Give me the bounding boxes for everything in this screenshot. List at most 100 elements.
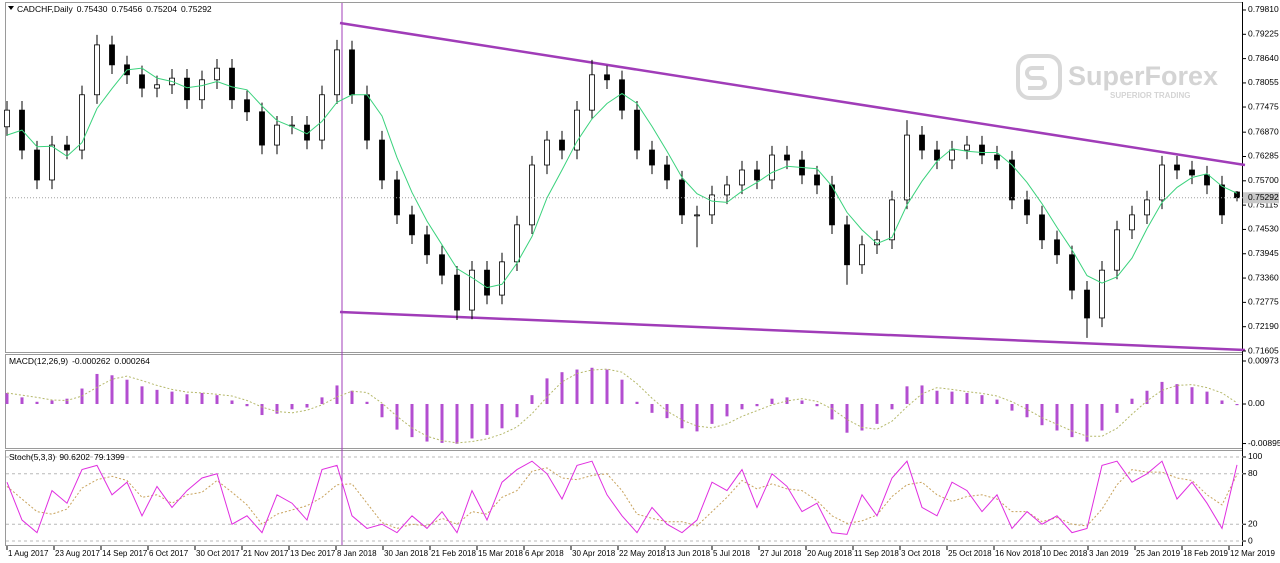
candle-body: [1054, 239, 1060, 256]
macd-bar: [230, 400, 234, 404]
x-tick-label: 20 Aug 2018: [807, 549, 852, 558]
header-value: 79.1399: [94, 452, 125, 462]
header-arrow: [8, 6, 14, 10]
x-tick-label: 6 Apr 2018: [525, 549, 564, 558]
macd-bar: [1130, 398, 1134, 404]
candle-body: [994, 154, 1000, 161]
candle-body: [94, 44, 100, 96]
y-tick-label: -0.00895: [1248, 438, 1280, 448]
macd-bar: [320, 397, 324, 404]
watermark-logo: [1016, 54, 1062, 100]
candle-body: [184, 77, 190, 101]
macd-bar: [1145, 390, 1149, 404]
macd-bar: [1085, 403, 1089, 442]
macd-bar: [1070, 403, 1074, 438]
macd-bar: [965, 392, 969, 404]
candle-body: [34, 149, 40, 181]
candle-body: [199, 79, 205, 101]
macd-bar: [515, 403, 519, 418]
candle-body: [814, 174, 820, 186]
candle-body: [784, 154, 790, 161]
candle-body: [964, 144, 970, 151]
macd-bar: [50, 400, 54, 404]
candle-body: [934, 149, 940, 161]
candle-body: [694, 214, 700, 217]
y-tick-label: 0.71605: [1248, 345, 1279, 355]
candle-body: [1099, 269, 1105, 319]
macd-bar: [410, 403, 414, 438]
macd-bar: [455, 403, 459, 444]
candle-body: [544, 139, 550, 166]
macd-bar: [995, 399, 999, 404]
macd-bar: [290, 403, 294, 410]
y-tick-label: 0.73945: [1248, 248, 1279, 258]
macd-bar: [1220, 400, 1224, 404]
x-tick-label: 14 Sep 2017: [102, 549, 148, 558]
y-tick-label: 0.77475: [1248, 101, 1279, 111]
macd-bar: [1055, 403, 1059, 431]
macd-bar: [725, 403, 729, 417]
panel-header: MACD(12,26,9) -0.000262 0.000264: [9, 356, 150, 366]
macd-bar: [710, 403, 714, 424]
macd-bar: [545, 378, 549, 404]
last-price-tag: [1243, 192, 1279, 204]
macd-bar: [125, 379, 129, 404]
macd-bar: [920, 385, 924, 404]
x-tick-label: 8 Jan 2018: [337, 549, 377, 558]
x-tick-label: 13 Dec 2017: [290, 549, 336, 558]
candle-body: [1174, 164, 1180, 171]
candle-body: [229, 67, 235, 101]
macd-bar: [695, 403, 699, 432]
macd-bar: [440, 403, 444, 443]
macd-bar: [755, 403, 759, 407]
watermark-brand: SuperForex: [1068, 61, 1218, 91]
macd-bar: [245, 403, 249, 407]
candle-body: [154, 84, 160, 89]
macd-bar: [140, 386, 144, 404]
x-tick-label: 30 Jan 2018: [384, 549, 429, 558]
x-tick-label: 22 May 2018: [619, 549, 666, 558]
macd-bar: [800, 400, 804, 404]
y-tick-label: 0.76285: [1248, 151, 1279, 161]
candle-body: [514, 224, 520, 263]
macd-bar: [260, 403, 264, 416]
macd-bar: [350, 390, 354, 404]
candle-body: [979, 144, 985, 156]
candle-body: [439, 254, 445, 276]
macd-bar: [950, 391, 954, 404]
candle-body: [709, 194, 715, 216]
macd-bar: [200, 392, 204, 404]
watermark-tagline: SUPERIOR TRADING: [1110, 91, 1190, 100]
logo-mark: [1025, 66, 1047, 90]
candle-body: [529, 164, 535, 226]
candle-body: [1069, 254, 1075, 291]
trend-line-upper: [339, 21, 1246, 167]
candle-body: [574, 109, 580, 151]
x-tick-label: 15 Mar 2018: [478, 549, 523, 558]
macd-bar: [530, 395, 534, 404]
candle-body: [889, 199, 895, 241]
macd-bar: [815, 403, 819, 407]
candle-body: [634, 109, 640, 151]
candle-body: [664, 164, 670, 181]
candle-body: [319, 94, 325, 141]
x-tick-label: 6 Oct 2017: [149, 549, 189, 558]
macd-bar: [1010, 403, 1014, 411]
candle-body: [469, 269, 475, 311]
x-tick-label: 30 Oct 2017: [196, 549, 240, 558]
y-tick-label: 0.79810: [1248, 4, 1279, 14]
candle-body: [1129, 214, 1135, 231]
candle-body: [274, 124, 280, 146]
macd-bar: [875, 403, 879, 424]
macd-bar: [365, 401, 369, 404]
candle-body: [1039, 214, 1045, 241]
candle-body: [4, 109, 10, 128]
y-tick-label: 0.73360: [1248, 272, 1279, 282]
macd-bar: [1040, 403, 1044, 426]
panel-header: CADCHF,Daily 0.75430 0.75456 0.75204 0.75292: [17, 4, 212, 14]
macd-bar: [500, 403, 504, 429]
panel-title: MACD(12,26,9): [9, 356, 68, 366]
